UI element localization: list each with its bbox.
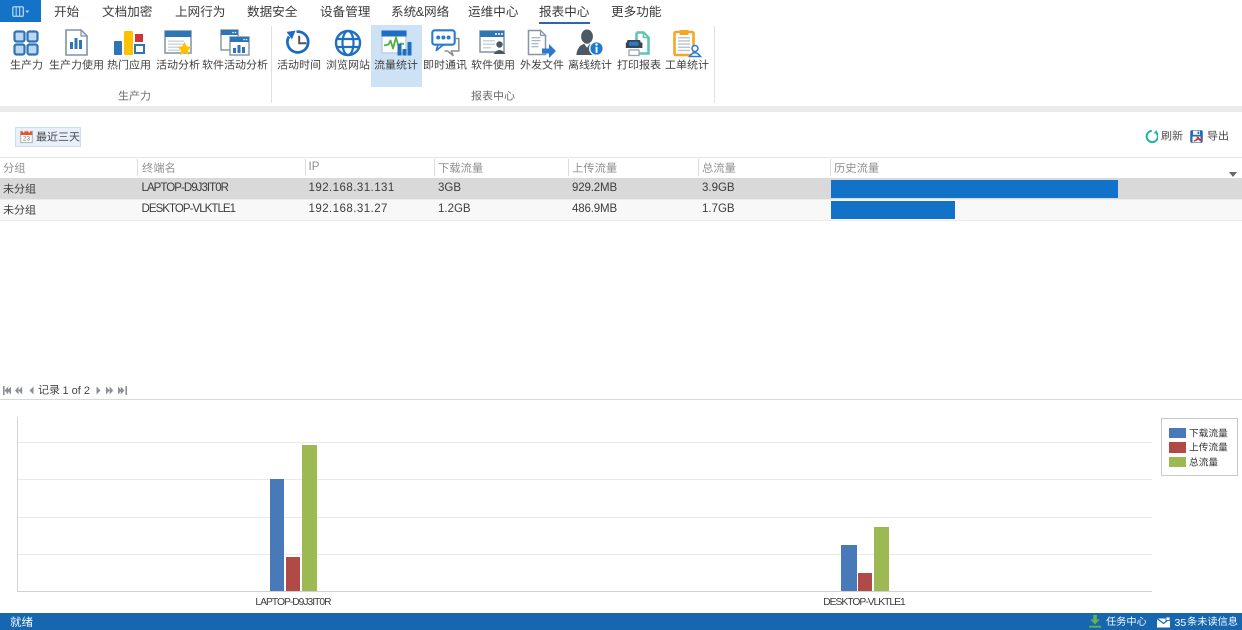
svg-text:23: 23 — [23, 136, 31, 143]
